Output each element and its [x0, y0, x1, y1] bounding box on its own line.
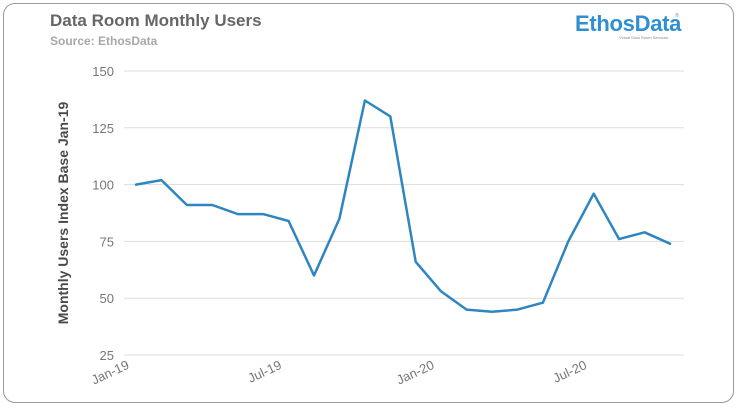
ethosdata-logo: EthosData ® Virtual Data Room Services — [575, 11, 685, 43]
chart-card — [3, 3, 734, 403]
y-tick-label: 100 — [92, 178, 114, 193]
logo-tagline: Virtual Data Room Services — [619, 35, 669, 40]
x-tick-label: Jan-20 — [394, 357, 436, 387]
chart-subtitle: Source: EthosData — [50, 34, 158, 48]
y-tick-label: 125 — [92, 121, 114, 136]
y-axis-label: Monthly Users Index Base Jan-19 — [55, 102, 71, 325]
series-line — [134, 99, 672, 314]
y-tick-label: 150 — [92, 64, 114, 79]
y-tick-label: 50 — [100, 291, 114, 306]
logo-registered-mark: ® — [675, 13, 679, 19]
chart-title: Data Room Monthly Users — [50, 11, 262, 30]
x-tick-label: Jul-19 — [245, 357, 283, 386]
y-tick-label: 25 — [100, 348, 114, 363]
y-tick-label: 75 — [100, 234, 114, 249]
x-tick-label: Jul-20 — [551, 357, 589, 386]
logo-wordmark: EthosData — [575, 11, 682, 36]
